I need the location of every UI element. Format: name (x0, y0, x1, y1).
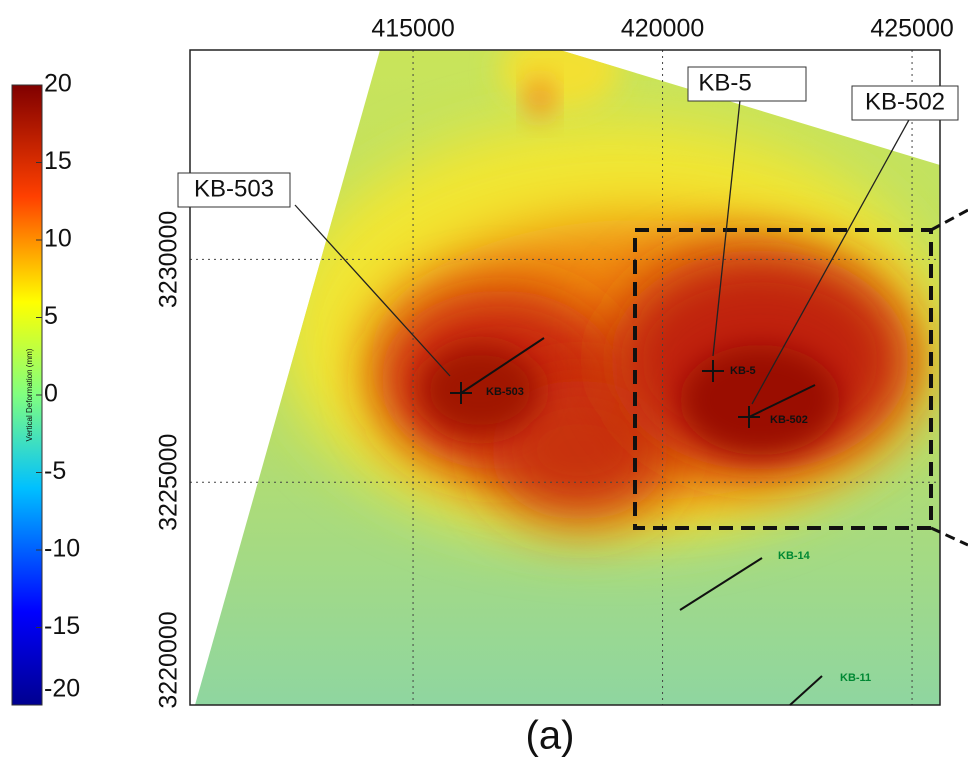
colorbar-tick-label: -20 (44, 675, 80, 703)
x-tick-label: 420000 (621, 15, 704, 43)
colorbar-tick-label: -15 (44, 612, 80, 640)
well-label: KB-14 (778, 550, 811, 562)
colorbar-tick-label: 20 (44, 70, 72, 98)
colorbar-tick-label: 15 (44, 147, 72, 175)
y-tick-label: 3230000 (155, 211, 183, 308)
well-label: KB-5 (730, 365, 756, 377)
callout-label: KB-503 (194, 175, 274, 202)
callout-label: KB-502 (865, 88, 945, 115)
well-label: KB-503 (486, 386, 524, 398)
well-label: KB-502 (770, 414, 808, 426)
colorbar-tick-label: -10 (44, 535, 80, 563)
figure: 20 15 10 5 0 -5 -10 -15 -20 Vertical Deformation… (0, 0, 968, 759)
colorbar-tick-label: -5 (44, 457, 66, 485)
colorbar-tick-label: 5 (44, 302, 58, 330)
y-tick-label: 3225000 (155, 434, 183, 531)
x-tick-label: 415000 (371, 15, 454, 43)
caption: (a) (526, 714, 575, 758)
page: {"colorbar": {"label": "Vertical Deforma… (0, 0, 968, 759)
colorbar-label: Vertical Deformation (mm) (25, 348, 34, 441)
well-label: KB-11 (840, 672, 871, 684)
y-tick-label: 3220000 (155, 611, 183, 708)
colorbar-tick-label: 0 (44, 380, 58, 408)
x-tick-label: 425000 (870, 15, 953, 43)
callout-label: KB-5 (698, 69, 751, 96)
deformation-map (190, 30, 940, 705)
colorbar-tick-label: 10 (44, 225, 72, 253)
